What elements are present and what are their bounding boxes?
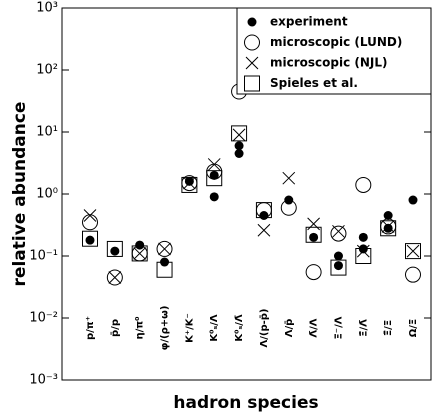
marker xyxy=(83,209,97,222)
marker xyxy=(135,240,145,250)
marker xyxy=(184,176,194,186)
legend-label: experiment xyxy=(270,15,348,29)
marker xyxy=(257,223,271,237)
marker xyxy=(280,199,297,216)
marker xyxy=(108,271,122,284)
legend-marker xyxy=(244,34,260,51)
marker xyxy=(408,195,418,205)
y-axis-label: relative abundance xyxy=(10,102,30,287)
x-tick-label: p/π⁺ xyxy=(85,316,96,340)
marker xyxy=(333,251,343,261)
y-tick-label: 10⁻¹ xyxy=(29,249,58,264)
legend-marker xyxy=(244,75,260,92)
y-tick-label: 10¹ xyxy=(36,125,58,140)
marker xyxy=(231,125,248,142)
legend-label: microscopic (NJL) xyxy=(270,56,388,70)
marker xyxy=(356,244,370,258)
marker xyxy=(234,141,244,151)
marker xyxy=(380,220,397,237)
marker xyxy=(131,245,148,262)
marker xyxy=(305,226,322,243)
x-axis-label: hadron species xyxy=(173,393,318,413)
marker xyxy=(330,225,347,242)
marker xyxy=(207,158,221,171)
marker xyxy=(234,149,244,159)
marker xyxy=(309,232,319,242)
marker xyxy=(110,246,120,256)
marker xyxy=(405,266,421,283)
marker xyxy=(383,211,393,221)
x-tick-label: Ω/Ξ xyxy=(408,319,419,337)
marker xyxy=(381,220,395,233)
marker xyxy=(355,176,372,193)
x-tick-label: K⁺/K⁻ xyxy=(184,313,195,343)
y-tick-label: 10⁻³ xyxy=(29,373,58,388)
marker xyxy=(206,170,223,187)
marker xyxy=(405,243,421,260)
marker xyxy=(183,176,196,190)
legend-marker xyxy=(247,17,257,27)
marker xyxy=(332,224,345,238)
x-tick-label: Ξ̄/Λ̄ xyxy=(358,319,369,337)
marker xyxy=(209,192,219,202)
marker xyxy=(330,259,347,276)
marker xyxy=(305,264,322,281)
marker xyxy=(358,232,368,242)
marker xyxy=(106,269,123,286)
marker xyxy=(106,240,123,257)
x-tick-label: Λ/p̄ xyxy=(284,319,295,338)
x-tick-label: K⁰ₛ/Λ xyxy=(209,314,220,342)
marker xyxy=(282,171,296,185)
legend-marker xyxy=(245,56,259,70)
marker xyxy=(355,248,372,264)
marker xyxy=(232,128,246,142)
x-tick-label: Ξ⁻/Λ xyxy=(333,316,344,339)
marker xyxy=(383,223,393,233)
x-tick-label: Λ/(p-p̄) xyxy=(259,309,270,348)
y-tick-label: 10⁻² xyxy=(29,311,58,326)
marker xyxy=(181,176,198,193)
y-tick-label: 10⁰ xyxy=(36,187,58,202)
marker xyxy=(209,170,219,180)
marker xyxy=(406,244,420,258)
x-tick-label: φ/(ρ+ω) xyxy=(160,306,171,351)
legend-label: Spieles et al. xyxy=(270,76,358,90)
marker xyxy=(82,230,98,247)
marker xyxy=(307,217,320,231)
x-tick-label: K⁰ₛ/Λ̄ xyxy=(234,314,245,342)
y-tick-label: 10³ xyxy=(36,1,58,16)
marker xyxy=(85,235,95,245)
marker xyxy=(133,247,147,260)
marker xyxy=(255,202,272,219)
x-tick-label: Λ̄/Λ xyxy=(309,318,320,337)
x-tick-label: p̄/p xyxy=(110,319,121,337)
marker xyxy=(259,211,269,221)
marker xyxy=(156,240,173,257)
x-tick-label: Ξ̄/Ξ xyxy=(383,320,394,336)
y-tick-label: 10² xyxy=(36,63,58,78)
marker xyxy=(158,242,171,256)
legend-box xyxy=(236,7,432,95)
legend-label: microscopic (LUND) xyxy=(270,35,402,49)
marker xyxy=(333,261,343,271)
marker xyxy=(82,214,98,231)
x-tick-label: η/π⁰ xyxy=(135,316,146,339)
marker xyxy=(156,261,173,278)
